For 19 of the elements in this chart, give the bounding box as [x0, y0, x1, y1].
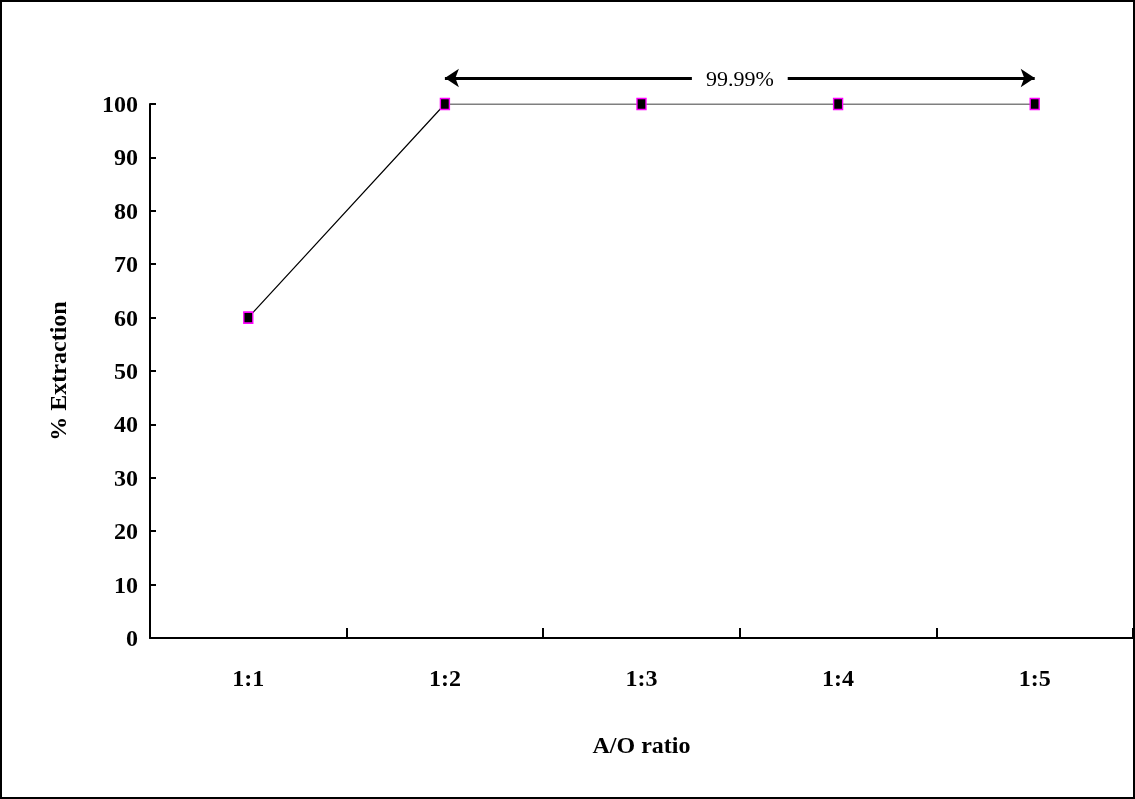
- y-tick-label: 70: [114, 251, 138, 278]
- y-tick-label: 10: [114, 571, 138, 598]
- x-tick-label: 1:4: [822, 665, 855, 691]
- y-tick-label: 0: [126, 625, 138, 651]
- x-tick-label: 1:1: [232, 665, 265, 691]
- text: 99.99%: [705, 65, 774, 91]
- x-tick-label: 1:3: [625, 665, 658, 691]
- y-tick-label: 100: [102, 91, 138, 117]
- y-axis-title: % Extraction: [45, 301, 71, 441]
- x-axis-title: A/O ratio: [592, 732, 691, 758]
- y-tick-label: 40: [114, 411, 138, 438]
- y-tick-label: 50: [114, 358, 138, 384]
- y-tick-label: 30: [114, 464, 138, 491]
- y-tick-label: 60: [114, 304, 138, 331]
- y-tick-label: 90: [114, 144, 138, 171]
- x-tick-label: 1:5: [1018, 665, 1051, 691]
- y-tick-label: 80: [114, 197, 138, 224]
- y-tick-label: 20: [114, 518, 138, 545]
- x-tick-label: 1:2: [428, 665, 461, 691]
